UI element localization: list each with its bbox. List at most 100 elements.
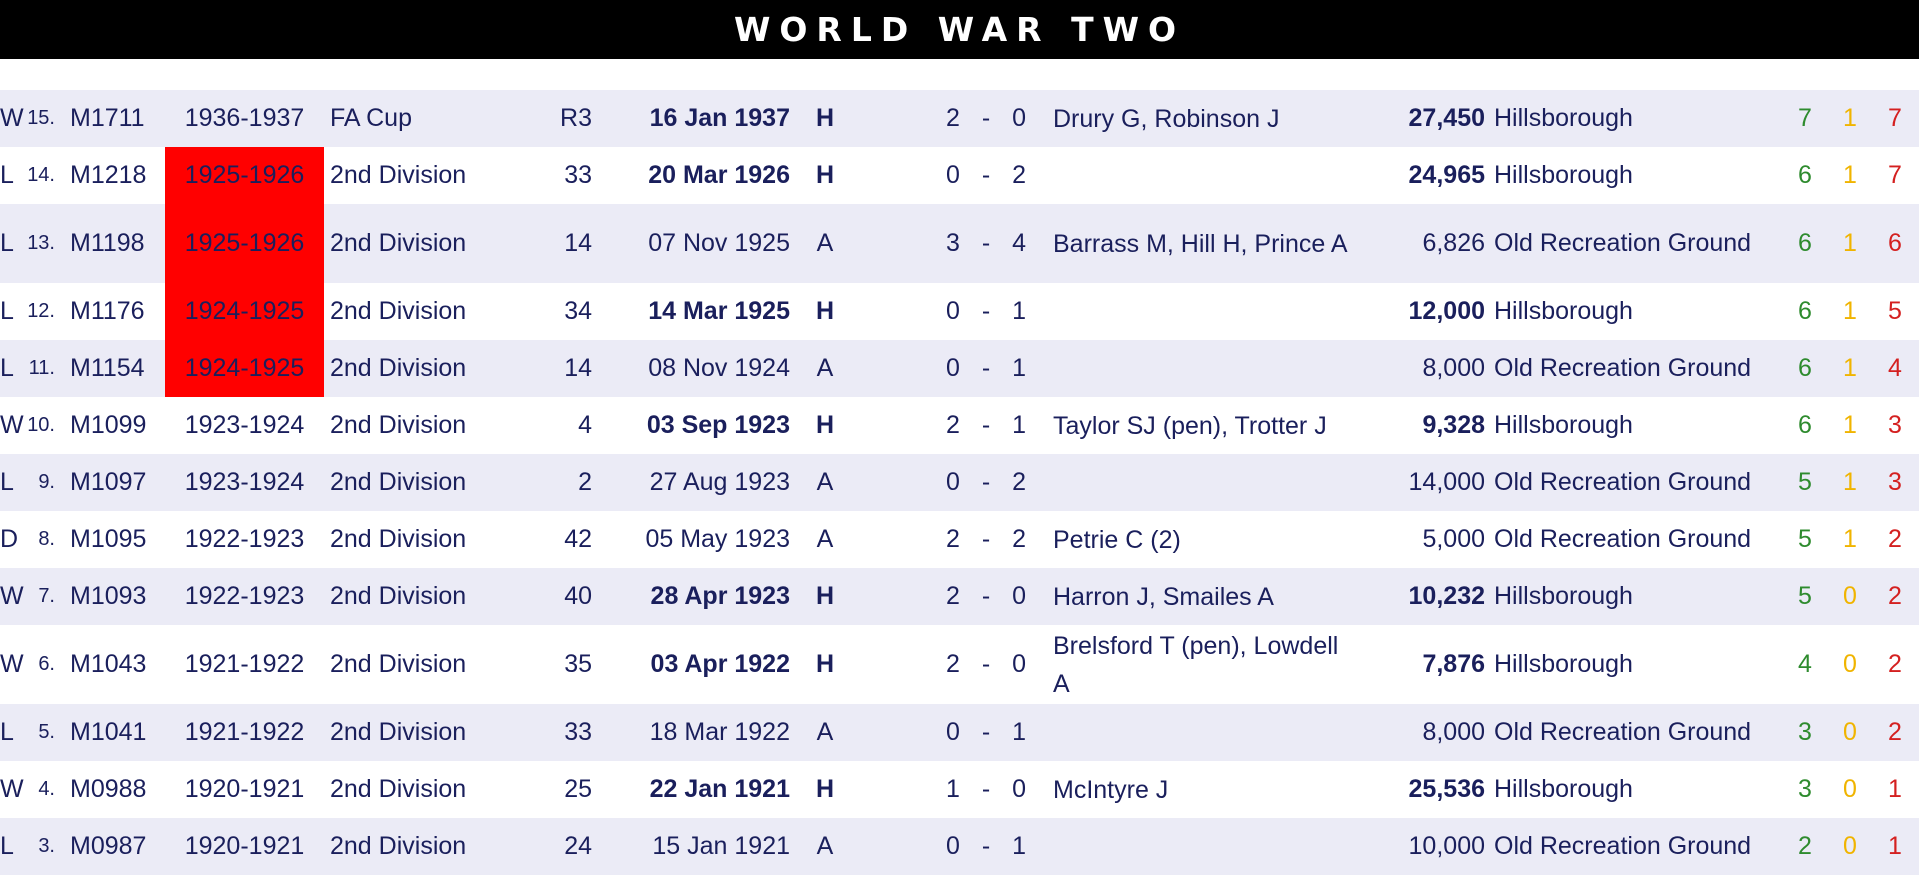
match-code: M1093: [70, 582, 147, 610]
result: L: [0, 832, 14, 860]
results-table: 15. M1711 1936-1937 FA Cup R3 16 Jan 1937 H W 2-…: [0, 90, 1919, 875]
round: 25: [564, 775, 592, 803]
competition: 2nd Division: [330, 354, 467, 382]
score: 2-0: [946, 90, 1026, 147]
match-date: 07 Nov 1925: [648, 229, 790, 257]
attendance: 5,000: [1422, 525, 1485, 553]
wins-count: 5: [1798, 525, 1812, 553]
wins-count: 7: [1798, 104, 1812, 132]
losses-count: 1: [1888, 832, 1902, 860]
scorers: Petrie C (2): [1053, 525, 1181, 554]
goals-against: 0: [1012, 582, 1026, 610]
match-code: M0987: [70, 832, 147, 860]
venue: Old Recreation Ground: [1494, 832, 1752, 860]
row-number: 4.: [38, 778, 55, 800]
losses-count: 4: [1888, 354, 1902, 382]
home-away: H: [815, 297, 835, 325]
attendance: 24,965: [1408, 161, 1485, 189]
match-code: M1099: [70, 411, 147, 439]
scorers: [1053, 818, 1353, 875]
score: 2-0: [946, 568, 1026, 625]
table-row: 13. M1198 1925-1926 2nd Division 14 07 Nov 19…: [0, 204, 1919, 283]
venue: Old Recreation Ground: [1494, 354, 1752, 382]
score-separator: -: [981, 718, 991, 746]
score: 3-4: [946, 204, 1026, 283]
home-away: H: [815, 161, 835, 189]
draws-count: 0: [1843, 582, 1857, 610]
losses-count: 5: [1888, 297, 1902, 325]
round: 40: [564, 582, 592, 610]
competition: 2nd Division: [330, 411, 467, 439]
competition: 2nd Division: [330, 832, 467, 860]
scorers: Drury G, Robinson J: [1053, 104, 1280, 133]
venue: Hillsborough: [1494, 161, 1633, 189]
attendance: 7,876: [1422, 650, 1485, 678]
draws-count: 1: [1843, 411, 1857, 439]
goals-against: 2: [1012, 161, 1026, 189]
goals-against: 1: [1012, 411, 1026, 439]
season: 1924-1925: [165, 283, 324, 340]
goals-against: 1: [1012, 832, 1026, 860]
goals-against: 4: [1012, 229, 1026, 257]
losses-count: 2: [1888, 650, 1902, 678]
home-away: H: [815, 775, 835, 803]
match-date: 28 Apr 1923: [650, 582, 790, 610]
score: 2-2: [946, 511, 1026, 568]
home-away: H: [815, 411, 835, 439]
result: L: [0, 297, 14, 325]
home-away: H: [815, 582, 835, 610]
goals-for: 2: [946, 582, 960, 610]
season: 1923-1924: [184, 411, 305, 439]
goals-for: 3: [946, 229, 960, 257]
match-date: 03 Apr 1922: [650, 650, 790, 678]
scorers: Harron J, Smailes A: [1053, 582, 1274, 611]
score-separator: -: [981, 297, 991, 325]
losses-count: 1: [1888, 775, 1902, 803]
match-date: 27 Aug 1923: [649, 468, 790, 496]
match-date: 08 Nov 1924: [648, 354, 790, 382]
draws-count: 0: [1843, 775, 1857, 803]
home-away: A: [816, 229, 834, 257]
goals-against: 2: [1012, 525, 1026, 553]
attendance: 14,000: [1408, 468, 1485, 496]
match-date: 20 Mar 1926: [648, 161, 790, 189]
venue: Hillsborough: [1494, 297, 1633, 325]
competition: 2nd Division: [330, 297, 467, 325]
match-code: M1198: [70, 229, 145, 257]
wins-count: 5: [1798, 582, 1812, 610]
scorers: [1053, 340, 1353, 397]
season: 1924-1925: [165, 340, 324, 397]
table-row: 8. M1095 1922-1923 2nd Division 42 05 May 192…: [0, 511, 1919, 568]
losses-count: 2: [1888, 718, 1902, 746]
season: 1920-1921: [184, 832, 305, 860]
venue: Hillsborough: [1494, 650, 1633, 678]
score-separator: -: [981, 161, 991, 189]
attendance: 8,000: [1422, 718, 1485, 746]
row-number: 13.: [27, 232, 55, 254]
row-number: 12.: [27, 300, 55, 322]
home-away: A: [816, 468, 834, 496]
score: 0-1: [946, 704, 1026, 761]
round: 4: [578, 411, 592, 439]
attendance: 8,000: [1422, 354, 1485, 382]
score-separator: -: [981, 525, 991, 553]
match-code: M1097: [70, 468, 147, 496]
competition: 2nd Division: [330, 161, 467, 189]
score: 0-1: [946, 283, 1026, 340]
home-away: H: [815, 104, 835, 132]
row-number: 15.: [27, 107, 55, 129]
draws-count: 1: [1843, 468, 1857, 496]
round: 14: [564, 229, 592, 257]
score: 2-1: [946, 397, 1026, 454]
round: 42: [564, 525, 592, 553]
losses-count: 7: [1888, 161, 1902, 189]
draws-count: 0: [1843, 832, 1857, 860]
draws-count: 0: [1843, 650, 1857, 678]
table-row: 14. M1218 1925-1926 2nd Division 33 20 Mar 19…: [0, 147, 1919, 204]
goals-against: 0: [1012, 775, 1026, 803]
attendance: 27,450: [1408, 104, 1485, 132]
result: L: [0, 354, 14, 382]
goals-for: 0: [946, 832, 960, 860]
match-code: M1154: [70, 354, 145, 382]
losses-count: 3: [1888, 468, 1902, 496]
